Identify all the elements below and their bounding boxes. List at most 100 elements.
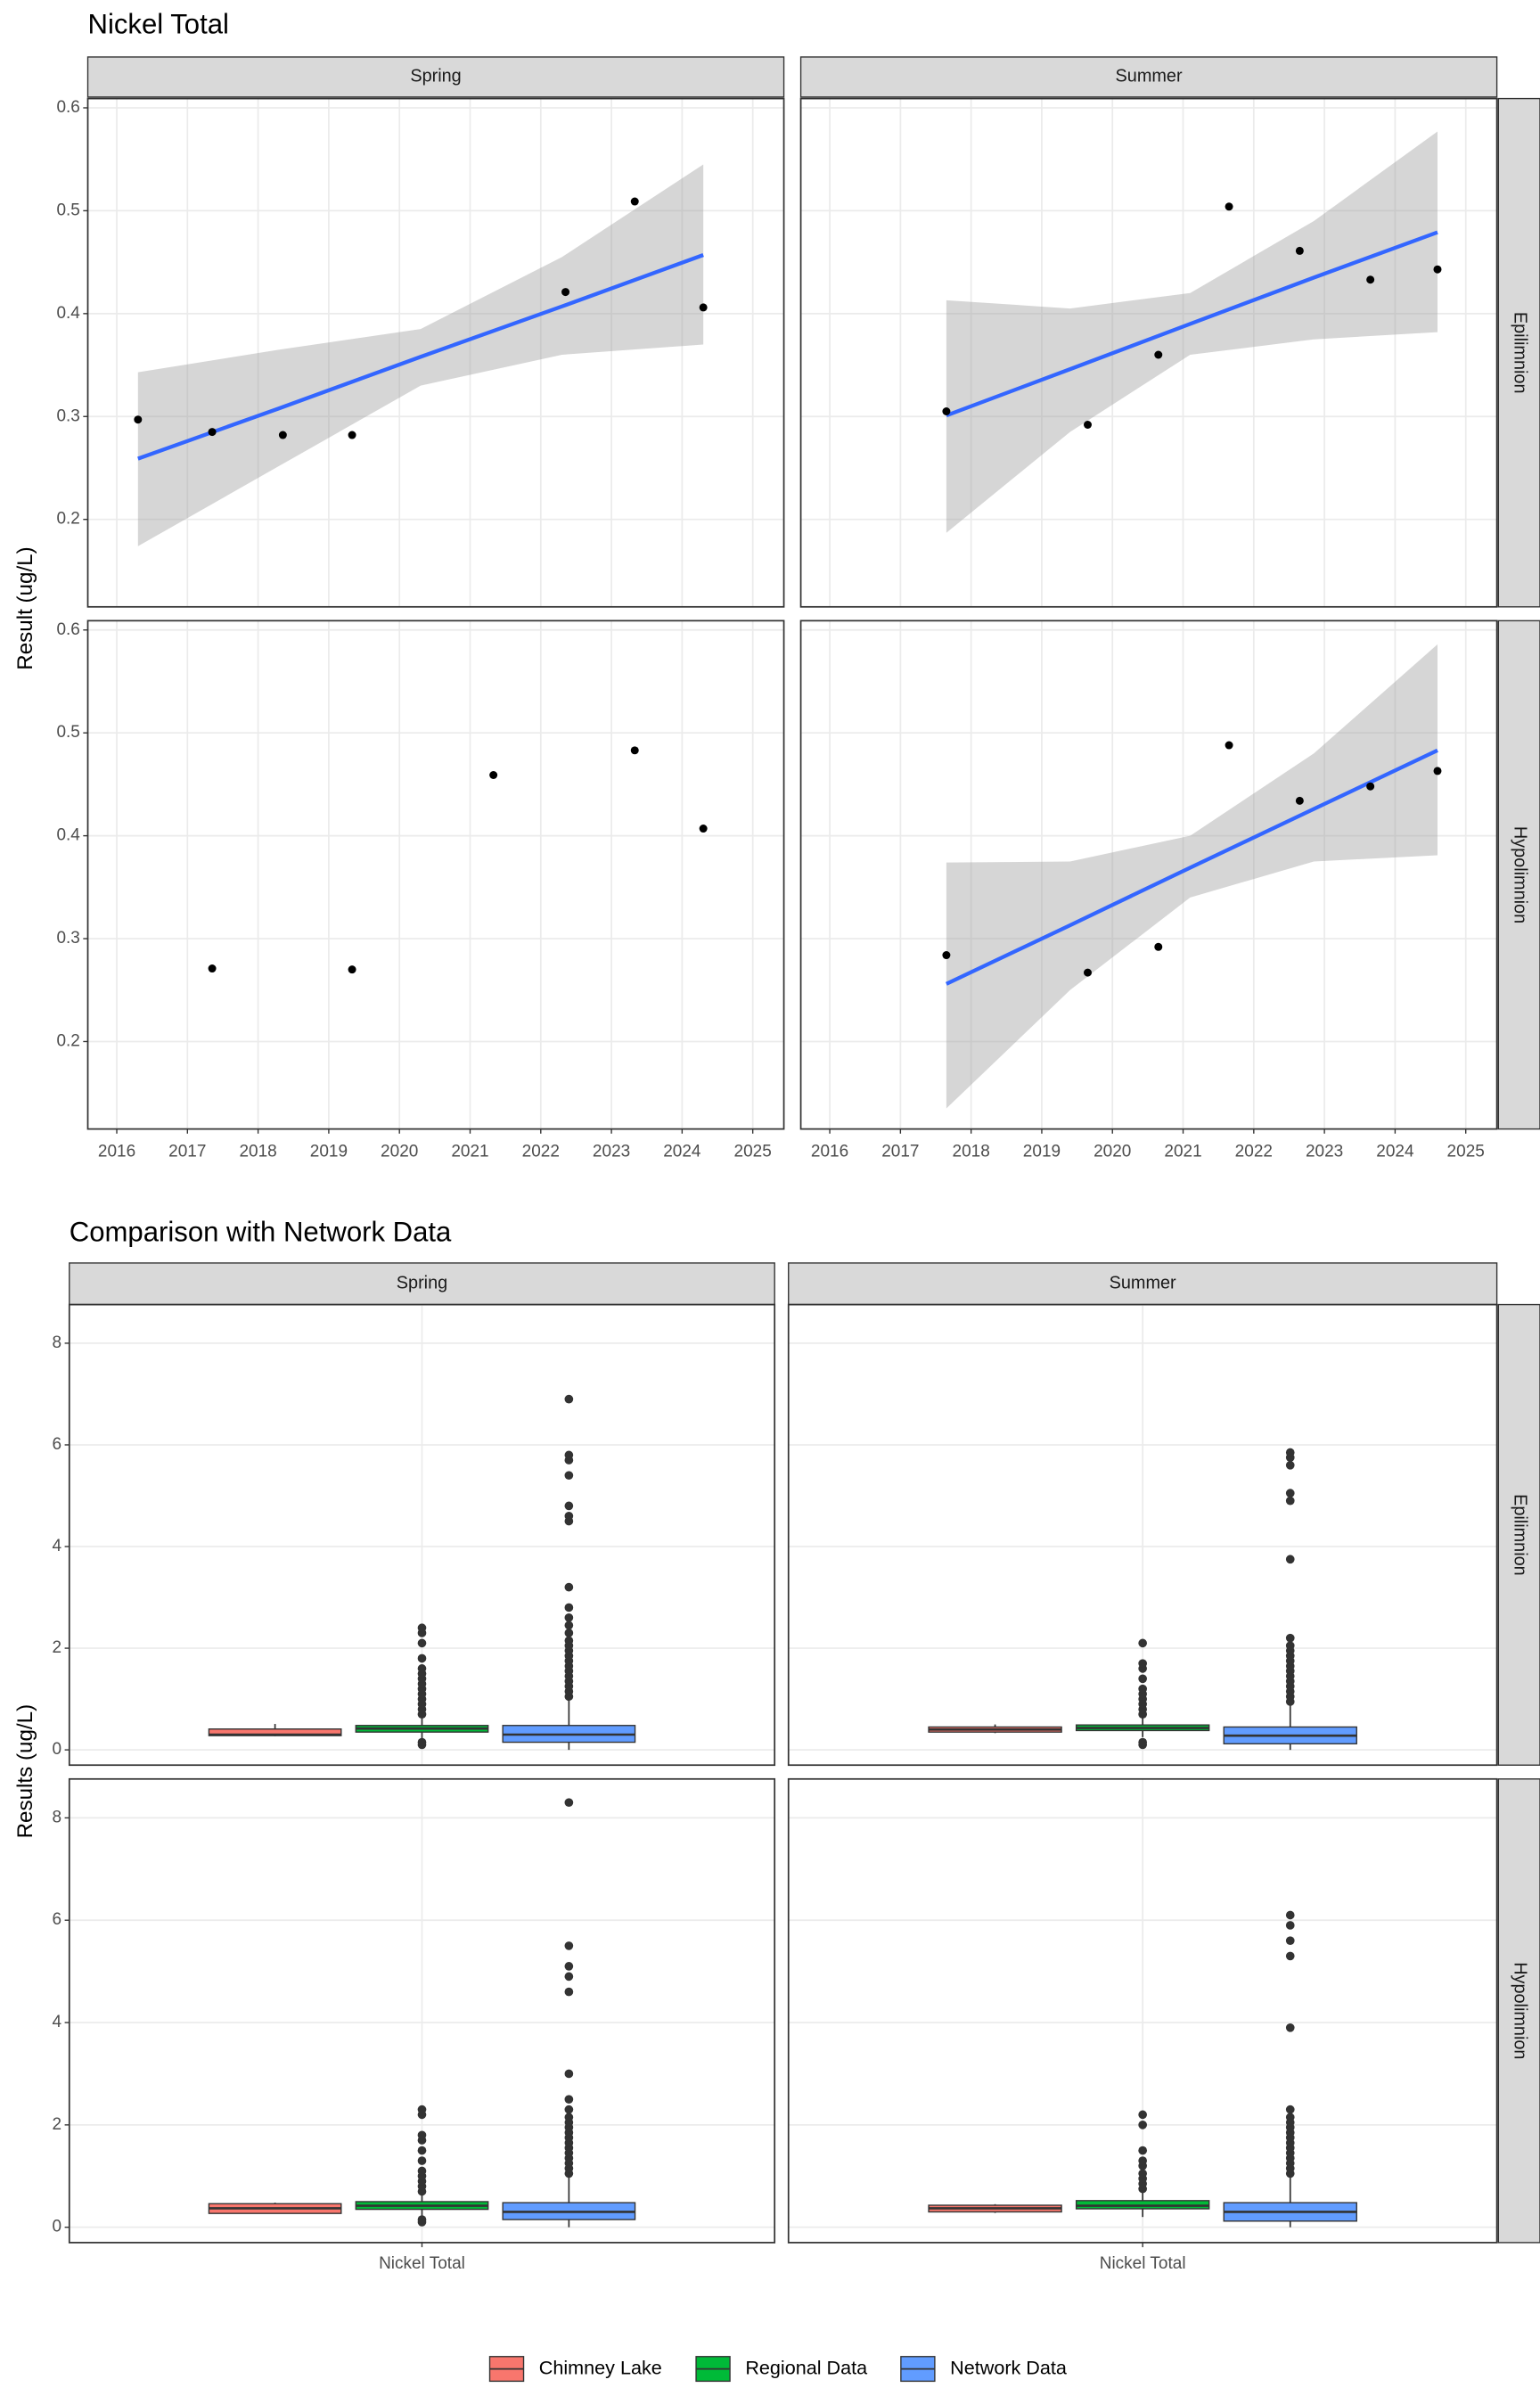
y-tick-label: 2 bbox=[53, 2115, 62, 2134]
panel-border bbox=[799, 97, 1498, 608]
data-point bbox=[699, 303, 708, 312]
outlier bbox=[417, 2130, 427, 2140]
y-tick-label: 0.6 bbox=[56, 98, 79, 117]
outlier bbox=[1285, 1910, 1295, 1920]
confidence-band bbox=[946, 131, 1438, 533]
outlier bbox=[1285, 2023, 1295, 2032]
outlier bbox=[564, 1636, 574, 1645]
outlier bbox=[1138, 1638, 1148, 1648]
y-tick-label: 0.5 bbox=[56, 723, 79, 742]
confidence-band bbox=[946, 644, 1438, 1109]
outlier bbox=[1138, 1674, 1148, 1684]
data-point bbox=[1154, 942, 1163, 951]
x-tick-label: 2018 bbox=[953, 1143, 990, 1161]
facet-label: Summer bbox=[1110, 1273, 1176, 1292]
facet-label: Epilimnion bbox=[1510, 1494, 1529, 1576]
x-tick-label: 2022 bbox=[522, 1143, 560, 1161]
outlier bbox=[564, 2113, 574, 2122]
data-point bbox=[699, 825, 708, 833]
y-tick-label: 0.4 bbox=[56, 826, 80, 845]
outlier bbox=[564, 2095, 574, 2104]
outlier bbox=[564, 1450, 574, 1460]
data-point bbox=[1366, 275, 1375, 284]
y-tick-label: 0 bbox=[53, 1740, 62, 1759]
facet-label: Hypolimnion bbox=[1510, 1962, 1529, 2059]
outlier bbox=[564, 1798, 574, 1808]
x-tick-label: 2024 bbox=[1376, 1143, 1414, 1161]
outlier bbox=[417, 1737, 427, 1747]
data-point bbox=[942, 951, 951, 960]
data-point bbox=[1366, 782, 1375, 791]
data-point bbox=[489, 771, 498, 780]
y-tick-label: 0.2 bbox=[56, 1031, 79, 1050]
outlier bbox=[1138, 2121, 1148, 2129]
facet-label: Epilimnion bbox=[1510, 312, 1529, 394]
x-tick-label: 2017 bbox=[881, 1143, 919, 1161]
outlier bbox=[564, 2069, 574, 2079]
x-tick-label: 2020 bbox=[1094, 1143, 1131, 1161]
data-point bbox=[1225, 741, 1233, 750]
x-tick-label: 2023 bbox=[593, 1143, 630, 1161]
data-point bbox=[1225, 202, 1233, 211]
outlier bbox=[564, 1629, 574, 1637]
fit-line bbox=[945, 748, 1438, 986]
outlier bbox=[1138, 1737, 1148, 1747]
outlier bbox=[564, 1941, 574, 1950]
panel-border bbox=[86, 97, 785, 608]
legend-label: Chimney Lake bbox=[539, 2356, 662, 2378]
y-tick-label: 0.4 bbox=[56, 304, 80, 323]
outlier bbox=[417, 2156, 427, 2165]
y-tick-label: 6 bbox=[53, 1435, 62, 1454]
y-tick-label: 0.2 bbox=[56, 510, 79, 529]
y-tick-label: 8 bbox=[53, 1808, 62, 1826]
facet-strip bbox=[1497, 97, 1540, 608]
outlier bbox=[1138, 2169, 1148, 2179]
outlier bbox=[1138, 1684, 1148, 1694]
facet-strip bbox=[1497, 1778, 1540, 2244]
x-tick-label: 2017 bbox=[168, 1143, 206, 1161]
outlier bbox=[1285, 1936, 1295, 1946]
outlier bbox=[564, 1394, 574, 1404]
data-point bbox=[208, 428, 217, 437]
outlier bbox=[417, 1653, 427, 1663]
facet-strip bbox=[788, 1262, 1498, 1306]
y-tick-label: 6 bbox=[53, 1910, 62, 1929]
x-tick-label: 2021 bbox=[1164, 1143, 1201, 1161]
y-tick-label: 4 bbox=[53, 2013, 62, 2031]
outlier bbox=[564, 1471, 574, 1481]
outlier bbox=[564, 1613, 574, 1622]
x-tick-label: 2019 bbox=[1023, 1143, 1061, 1161]
outlier bbox=[1138, 2156, 1148, 2165]
y-tick-label: 0 bbox=[53, 2218, 62, 2236]
data-point bbox=[630, 746, 639, 755]
outlier bbox=[1285, 1460, 1295, 1470]
panel-border bbox=[86, 620, 785, 1130]
x-tick-label: 2016 bbox=[811, 1143, 848, 1161]
outlier bbox=[1285, 1496, 1295, 1506]
outlier bbox=[1138, 2146, 1148, 2155]
data-point bbox=[1295, 246, 1304, 255]
data-point bbox=[1154, 350, 1163, 359]
outlier bbox=[1285, 1555, 1295, 1564]
facet-strip bbox=[69, 1262, 775, 1306]
y-tick-label: 4 bbox=[53, 1537, 62, 1555]
facet-label: Spring bbox=[410, 67, 461, 86]
outlier bbox=[417, 1664, 427, 1673]
x-tick-label: 2022 bbox=[1235, 1143, 1273, 1161]
panel-border bbox=[68, 1303, 776, 1767]
chart-title: Comparison with Network Data bbox=[70, 1216, 452, 1247]
outlier bbox=[1285, 2113, 1295, 2122]
panel-border bbox=[68, 1777, 776, 2244]
facet-strip bbox=[1497, 620, 1540, 1130]
x-tick-label: 2019 bbox=[310, 1143, 348, 1161]
outlier bbox=[1138, 2110, 1148, 2120]
outlier bbox=[1285, 1633, 1295, 1643]
data-point bbox=[348, 965, 356, 974]
panel-border bbox=[787, 1777, 1498, 2244]
x-tick-label: 2023 bbox=[1306, 1143, 1343, 1161]
outlier bbox=[564, 1511, 574, 1521]
x-tick-label: 2025 bbox=[1447, 1143, 1485, 1161]
outlier bbox=[417, 2215, 427, 2224]
